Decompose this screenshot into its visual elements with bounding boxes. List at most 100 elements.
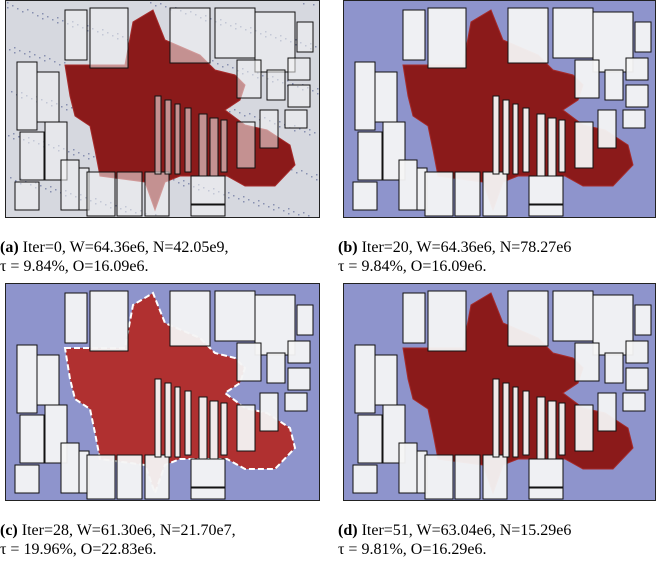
speckle [42,18,44,20]
macro-block [191,459,225,487]
macro-block [503,383,509,457]
speckle [14,52,16,54]
macro-block [237,343,261,381]
speckle [244,115,246,117]
caption-line: τ = 19.96%, O=22.83e6. [0,541,156,558]
speckle [155,5,157,7]
speckle [243,196,245,198]
macro-block [598,393,616,431]
speckle [37,15,39,17]
macro-block [210,118,218,176]
macro-block [548,401,556,459]
page: (a) Iter=0, W=64.36e6, N=42.05e9,τ = 9.8… [0,0,656,571]
macro-block [513,104,518,174]
speckle [253,202,255,204]
macro-block [403,293,425,343]
macro-block [267,70,285,100]
macro-block [375,355,397,405]
macro-block [288,368,310,390]
speckle [68,151,70,153]
macro-block [288,85,310,107]
macro-block [191,488,225,499]
macro-block [20,415,44,463]
speckle [9,49,11,51]
macro-block [355,62,375,130]
macro-block [358,132,382,180]
macro-block [185,391,191,455]
speckle [298,214,300,216]
macro-block [353,465,377,493]
macro-block [598,110,616,148]
panel: (c) Iter=28, W=61.30e6, N=21.70e7,τ = 19… [0,283,318,559]
speckle [40,185,42,187]
speckle [57,22,59,24]
macro-block [529,176,563,204]
speckle [183,185,185,187]
speckle [57,17,59,19]
speckle [7,7,9,9]
macro-block [623,393,645,411]
speckle [279,121,281,123]
speckle [306,173,308,175]
speckle [78,152,80,154]
speckle [62,20,64,22]
macro-block [61,160,79,210]
speckle [59,64,61,66]
speckle [27,9,29,11]
speckle [243,201,245,203]
caption-label: (a) [0,239,19,256]
macro-block [529,205,563,216]
speckle [50,191,52,193]
speckle [150,2,152,4]
speckle [178,182,180,184]
macro-block [17,62,37,130]
speckle [273,209,275,211]
speckle [227,64,229,66]
macro-block [529,459,563,487]
macro-block [483,455,507,499]
macro-block [297,22,313,52]
caption-line: Iter=51, W=63.04e6, N=15.29e6 [362,522,572,539]
macro-block [523,391,529,455]
speckle [268,206,270,208]
caption-line: Iter=20, W=64.36e6, N=78.27e6 [362,239,572,256]
macro-block [559,120,565,172]
speckle [309,129,311,131]
macro-block [403,10,425,60]
speckle [234,109,236,111]
speckle [13,138,15,140]
macro-block [61,443,79,493]
caption-line: τ = 9.84%, O=16.09e6. [338,258,486,275]
macro-block [87,455,115,499]
speckle [55,189,57,191]
speckle [54,61,56,63]
macro-block [358,415,382,463]
speckle [44,60,46,62]
speckle [317,93,319,95]
speckle [308,215,310,217]
speckle [52,19,54,21]
macro-block [37,355,59,405]
panel: (d) Iter=51, W=63.04e6, N=15.29e6 τ = 9.8… [338,283,656,559]
macro-block [199,397,207,459]
caption-line: τ = 9.81%, O=16.29e6. [338,541,486,558]
macro-block [285,110,307,128]
macro-block [20,132,44,180]
macro-block [267,353,285,383]
speckle [293,211,295,213]
macro-block [513,387,518,457]
speckle [18,136,20,138]
caption: (a) Iter=0, W=64.36e6, N=42.05e9,τ = 9.8… [0,238,318,276]
speckle [160,3,162,5]
macro-block [626,58,648,80]
speckle [316,179,318,181]
speckle [13,133,15,135]
macro-block [483,172,507,216]
speckle [254,116,256,118]
macro-block [155,96,161,174]
speckle [14,47,16,49]
caption-label: (d) [338,522,358,539]
macro-block [65,10,87,60]
speckle [311,176,313,178]
speckle [301,170,303,172]
